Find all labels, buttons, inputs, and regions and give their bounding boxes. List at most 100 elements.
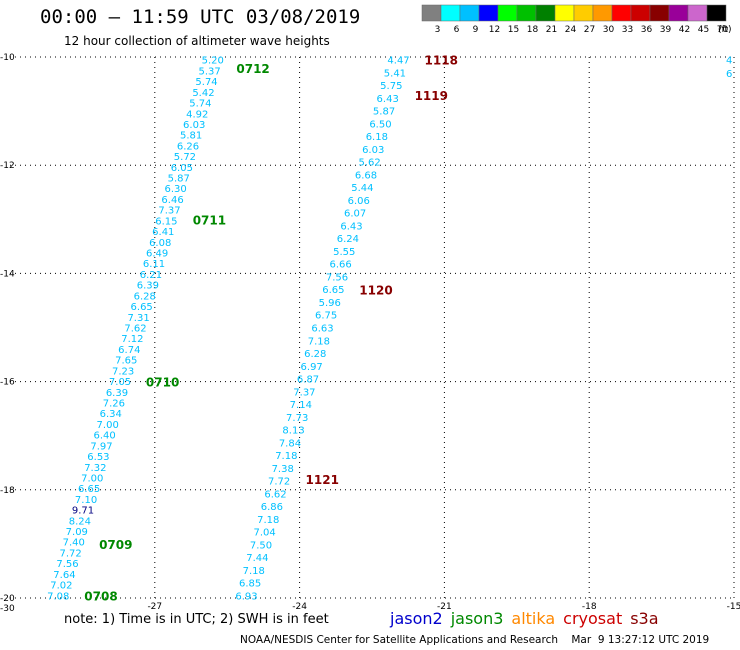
swh-value-label: 7.26: [103, 398, 125, 409]
swh-value-label: 7.00: [97, 420, 119, 431]
swh-value-label: 4: [726, 56, 732, 67]
swh-value-label: 6.43: [340, 221, 362, 232]
y-tick-label: -14: [0, 269, 15, 279]
color-scale-swatch: [611, 4, 632, 22]
color-scale-swatch: [687, 4, 708, 22]
x-tick-label: -15: [727, 602, 740, 612]
swh-value-label: 6.49: [146, 249, 168, 260]
pass-time-label: 0711: [193, 213, 226, 227]
pass-time-label: 0708: [84, 589, 117, 603]
color-scale-swatch: [459, 4, 480, 22]
swh-value-label: 5.81: [180, 131, 202, 142]
swh-value-label: 5.74: [195, 77, 217, 88]
swh-value-label: 6.41: [152, 227, 174, 238]
swh-value-label: 7.38: [272, 464, 294, 475]
swh-value-label: 5.44: [351, 183, 373, 194]
swh-value-label: 5.37: [198, 66, 220, 77]
swh-value-label: 6.39: [106, 388, 128, 399]
swh-value-label: 6.06: [348, 196, 370, 207]
swh-value-label: 7.14: [290, 400, 312, 411]
color-scale-swatch: [421, 4, 442, 22]
color-scale-swatch: [630, 4, 651, 22]
swh-value-label: 6.28: [304, 349, 326, 360]
color-scale-swatch: [668, 4, 689, 22]
color-scale-label: 36: [641, 25, 653, 35]
x-tick-label: -27: [147, 602, 162, 612]
swh-value-label: 5.96: [319, 298, 341, 309]
swh-value-label: 7.32: [84, 463, 106, 474]
credit-line: NOAA/NESDIS Center for Satellite Applica…: [240, 634, 710, 646]
swh-value-label: 7.97: [90, 441, 112, 452]
color-scale-swatch: [706, 4, 727, 22]
color-scale-swatch: [592, 4, 613, 22]
swh-value-label: 7.84: [279, 438, 301, 449]
swh-value-label: 6.62: [264, 489, 286, 500]
x-tick-label: -21: [437, 602, 452, 612]
swh-value-label: 7.18: [243, 566, 265, 577]
x-tick-label: -18: [582, 602, 597, 612]
satellite-legend-altika: altika: [511, 609, 556, 628]
color-scale-swatch: [478, 4, 499, 22]
swh-value-label: 7.72: [59, 548, 81, 559]
color-scale-unit: (ft): [718, 25, 732, 35]
swh-value-label: 6.08: [149, 238, 171, 249]
satellite-legend-s3a: s3a: [630, 609, 659, 628]
color-scale-label: 12: [489, 25, 500, 35]
y-tick-label: -18: [0, 486, 15, 496]
swh-value-label: 6.28: [134, 291, 156, 302]
swh-value-label: 6.86: [261, 502, 283, 513]
swh-value-label: 5.72: [174, 152, 196, 163]
color-scale-label: 70: [717, 25, 729, 35]
swh-value-label: 7.72: [268, 477, 290, 488]
y-tick-label: -12: [0, 161, 15, 171]
color-scale-swatch: [573, 4, 594, 22]
swh-value-label: 5.41: [384, 68, 406, 79]
swh-value-label: 7.23: [112, 366, 134, 377]
swh-value-label: 6.63: [311, 324, 333, 335]
swh-value-label: 7.65: [115, 356, 137, 367]
swh-value-label: 6.53: [87, 452, 109, 463]
swh-value-label: 5.20: [202, 56, 224, 67]
swh-value-label: 7.12: [121, 334, 143, 345]
swh-value-label: 9.71: [72, 506, 94, 517]
swh-value-label: 7.08: [47, 591, 69, 602]
swh-value-label: 7.64: [53, 570, 75, 581]
color-scale-label: 9: [473, 25, 479, 35]
swh-value-label: 6.30: [165, 184, 187, 195]
swh-value-label: 5.75: [380, 81, 402, 92]
color-scale-swatch: [516, 4, 537, 22]
swh-value-label: 7.56: [56, 559, 78, 570]
satellite-legend: jason2 jason3 altika cryosat s3a: [390, 609, 667, 628]
swh-value-label: 7.37: [293, 387, 315, 398]
swh-value-label: 7.05: [109, 377, 131, 388]
color-scale-label: 6: [454, 25, 460, 35]
chart-title: 00:00 – 11:59 UTC 03/08/2019: [40, 6, 361, 28]
color-scale-label: 24: [565, 25, 577, 35]
color-scale-label: 39: [660, 25, 672, 35]
pass-time-label: 0709: [99, 538, 132, 552]
color-scale-label: 3: [435, 25, 441, 35]
swh-value-label: 5.74: [189, 99, 211, 110]
swh-value-label: 5.62: [358, 158, 380, 169]
color-scale-label: 27: [584, 25, 595, 35]
color-scale-label: 21: [546, 25, 557, 35]
swh-value-label: 7.09: [66, 527, 88, 538]
color-scale-label: 18: [527, 25, 539, 35]
swh-value-label: 4.92: [186, 109, 208, 120]
swh-value-label: 8.13: [282, 426, 304, 437]
swh-value-label: 6.24: [337, 234, 359, 245]
swh-value-label: 6.85: [239, 579, 261, 590]
color-scale-swatch: [649, 4, 670, 22]
color-scale-swatch: [554, 4, 575, 22]
pass-time-label: 0710: [146, 376, 179, 390]
color-scale-label: 45: [698, 25, 709, 35]
swh-value-label: 4.47: [387, 56, 409, 67]
swh-value-label: 6.50: [369, 119, 391, 130]
satellite-legend-cryosat: cryosat: [563, 609, 623, 628]
swh-value-label: 6.65: [78, 484, 100, 495]
swh-value-label: 6.68: [355, 170, 377, 181]
pass-time-label: 0712: [236, 62, 269, 76]
pass-time-label: 1119: [415, 89, 448, 103]
x-corner-label: -30: [0, 604, 15, 614]
swh-value-label: 6.05: [171, 163, 193, 174]
